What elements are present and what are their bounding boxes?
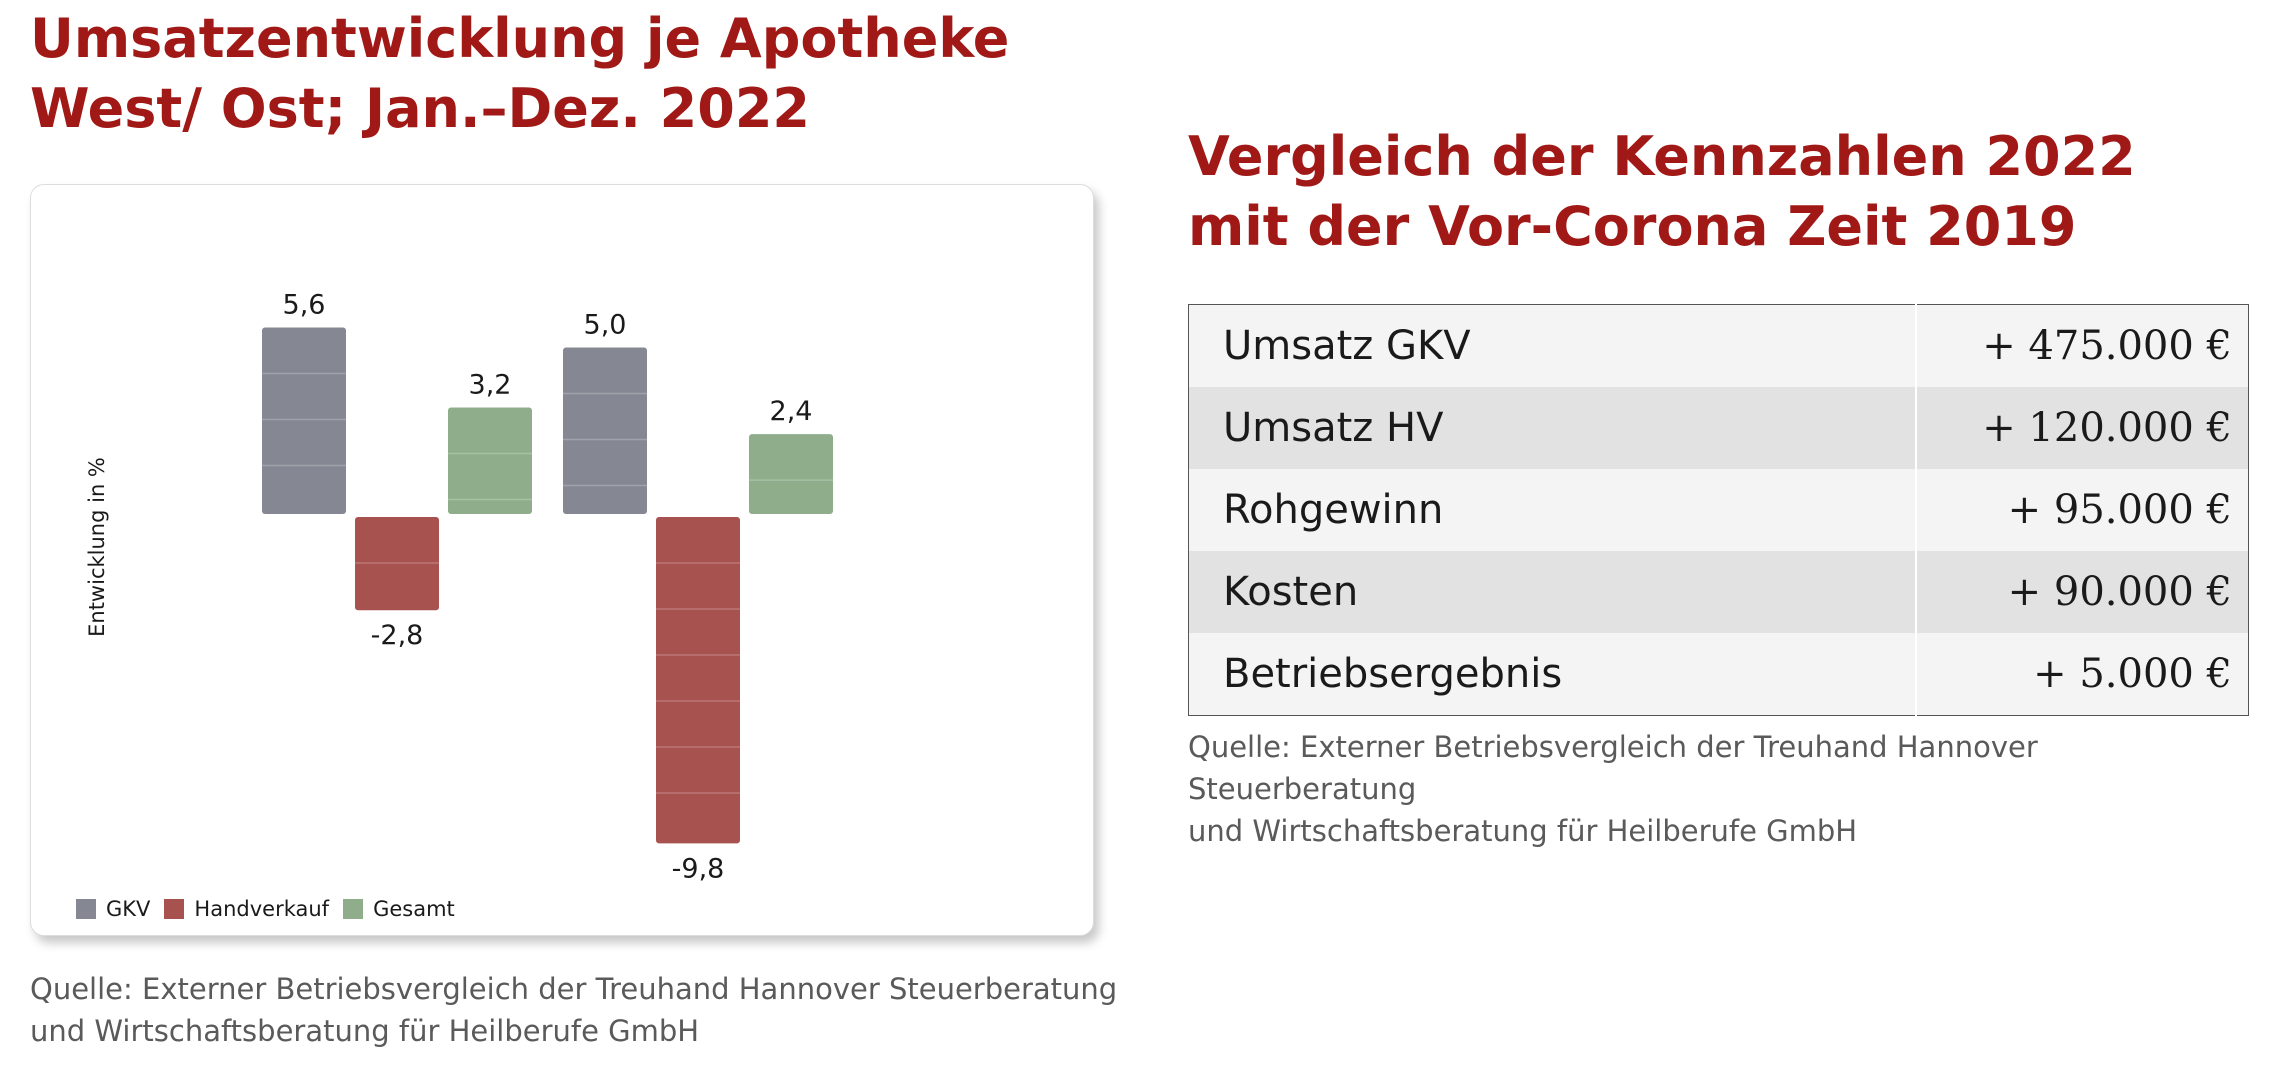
kpi-value: + 95.000 €	[1916, 469, 2249, 551]
table-row: Rohgewinn + 95.000 €	[1188, 469, 2249, 551]
legend-label-handverkauf: Handverkauf	[194, 897, 330, 921]
table-source-line-1: Quelle: Externer Betriebsvergleich der T…	[1188, 730, 2038, 806]
chart-title: Umsatzentwicklung je Apotheke West/ Ost;…	[30, 4, 1090, 144]
bar-handverkauf-1	[355, 517, 439, 611]
chart-source-line-1: Quelle: Externer Betriebsvergleich der T…	[30, 972, 1118, 1006]
kpi-label: Kosten	[1188, 551, 1917, 633]
legend: GKV Handverkauf Gesamt	[76, 897, 469, 921]
legend-item-handverkauf: Handverkauf	[164, 897, 329, 921]
kpi-comparison-table: Umsatz GKV + 475.000 € Umsatz HV + 120.0…	[1188, 304, 2249, 716]
table-row: Kosten + 90.000 €	[1188, 551, 2249, 633]
data-label-gesamt-1: 3,2	[469, 369, 512, 400]
data-label-gkv-2: 5,0	[584, 310, 627, 341]
bar-gkv-2	[563, 347, 647, 514]
legend-item-gkv: GKV	[76, 897, 150, 921]
chart-title-line-1: Umsatzentwicklung je Apotheke	[30, 7, 1010, 70]
table-row: Umsatz HV + 120.000 €	[1188, 387, 2249, 469]
legend-item-gesamt: Gesamt	[343, 897, 455, 921]
legend-swatch-handverkauf	[164, 899, 185, 919]
bar-gkv-1	[262, 327, 346, 514]
legend-swatch-gkv	[76, 899, 96, 919]
legend-swatch-gesamt	[343, 899, 364, 919]
bar-gesamt-2	[749, 434, 833, 514]
data-label-gkv-1: 5,6	[283, 290, 326, 321]
kpi-value: + 475.000 €	[1916, 304, 2249, 387]
table-row: Betriebsergebnis + 5.000 €	[1188, 633, 2249, 716]
kpi-value: + 90.000 €	[1916, 551, 2249, 633]
table-source-line-2: und Wirtschaftsberatung für Heilberufe G…	[1188, 814, 1858, 848]
chart-panel: 5,6 5,0 -2,8 -9,8 3,2 2,4 Entwicklung in % GK…	[30, 184, 1094, 936]
table-title-line-2: mit der Vor-Corona Zeit 2019	[1188, 195, 2077, 259]
legend-label-gesamt: Gesamt	[373, 897, 455, 921]
chart-source-line-2: und Wirtschaftsberatung für Heilberufe G…	[30, 1014, 700, 1048]
kpi-label: Umsatz GKV	[1188, 304, 1917, 387]
chart-title-line-2: West/ Ost; Jan.–Dez. 2022	[30, 77, 810, 141]
bar-chart: 5,6 5,0 -2,8 -9,8 3,2 2,4 Entwicklung in %	[85, 290, 833, 884]
kpi-label: Betriebsergebnis	[1188, 633, 1917, 716]
data-label-handverkauf-1: -2,8	[371, 620, 424, 651]
y-axis-label: Entwicklung in %	[85, 457, 109, 637]
legend-label-gkv: GKV	[106, 897, 151, 921]
table-source-note: Quelle: Externer Betriebsvergleich der T…	[1188, 726, 2268, 852]
table-title-line-1: Vergleich der Kennzahlen 2022	[1188, 125, 2136, 188]
data-label-gesamt-2: 2,4	[770, 396, 813, 427]
chart-source-note: Quelle: Externer Betriebsvergleich der T…	[30, 968, 1130, 1052]
kpi-label: Rohgewinn	[1188, 469, 1917, 551]
kpi-value: + 5.000 €	[1916, 633, 2249, 716]
table-title: Vergleich der Kennzahlen 2022 mit der Vo…	[1188, 122, 2248, 262]
bar-gesamt-1	[448, 407, 532, 514]
table-row: Umsatz GKV + 475.000 €	[1188, 304, 2249, 387]
kpi-value: + 120.000 €	[1916, 387, 2249, 469]
data-label-handverkauf-2: -9,8	[672, 853, 725, 884]
bar-handverkauf-2	[656, 517, 740, 844]
kpi-label: Umsatz HV	[1188, 387, 1917, 469]
